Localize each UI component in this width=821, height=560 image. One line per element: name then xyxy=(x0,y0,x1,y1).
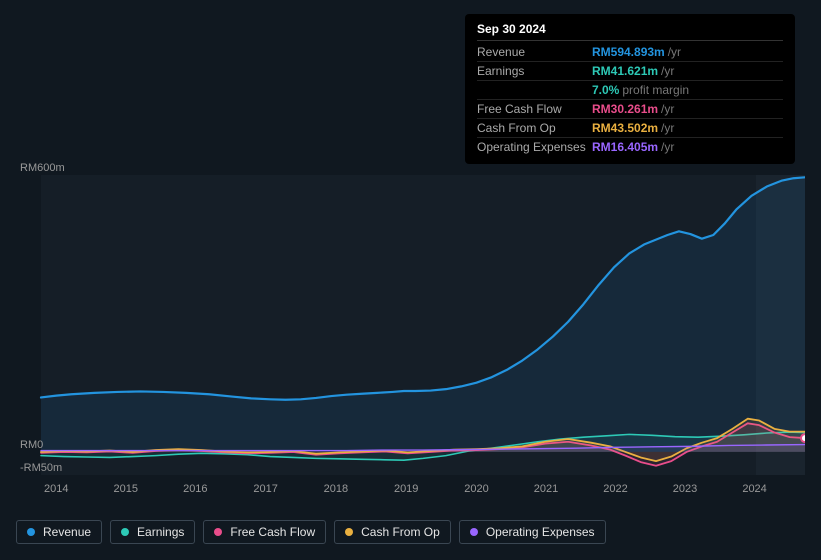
tooltip-row: 7.0%profit margin xyxy=(477,81,783,100)
legend-dot xyxy=(470,528,478,536)
legend: Revenue Earnings Free Cash Flow Cash From O… xyxy=(16,520,606,544)
legend-label: Cash From Op xyxy=(361,525,440,539)
tooltip-row-suffix: profit margin xyxy=(622,83,689,97)
tooltip-date: Sep 30 2024 xyxy=(477,22,783,41)
legend-label: Revenue xyxy=(43,525,91,539)
tooltip-row-value: RM41.621m xyxy=(592,64,658,78)
tooltip-row-label: Earnings xyxy=(477,64,592,78)
tooltip-row-label: Operating Expenses xyxy=(477,140,592,154)
legend-dot xyxy=(214,528,222,536)
tooltip-row: Operating ExpensesRM16.405m/yr xyxy=(477,138,783,156)
tooltip-row-suffix: /yr xyxy=(661,121,674,135)
x-axis-tick: 2021 xyxy=(534,483,558,495)
financials-chart[interactable] xyxy=(16,155,805,505)
x-axis-tick: 2016 xyxy=(183,483,207,495)
tooltip-row: Cash From OpRM43.502m/yr xyxy=(477,119,783,138)
x-axis-tick: 2017 xyxy=(253,483,277,495)
x-axis-tick: 2020 xyxy=(464,483,488,495)
tooltip-row-label: Cash From Op xyxy=(477,121,592,135)
x-axis-tick: 2024 xyxy=(742,483,766,495)
x-axis-tick: 2022 xyxy=(603,483,627,495)
tooltip-row-label xyxy=(477,83,592,97)
tooltip-row-label: Free Cash Flow xyxy=(477,102,592,116)
tooltip-row-suffix: /yr xyxy=(661,102,674,116)
tooltip-row-value: RM594.893m xyxy=(592,45,665,59)
legend-item-fcf[interactable]: Free Cash Flow xyxy=(203,520,326,544)
tooltip-row: EarningsRM41.621m/yr xyxy=(477,62,783,81)
tooltip-row: Free Cash FlowRM30.261m/yr xyxy=(477,100,783,119)
y-axis-label: RM600m xyxy=(20,162,65,174)
legend-dot xyxy=(27,528,35,536)
tooltip-row-suffix: /yr xyxy=(661,64,674,78)
legend-label: Free Cash Flow xyxy=(230,525,315,539)
tooltip-row-label: Revenue xyxy=(477,45,592,59)
x-axis-tick: 2019 xyxy=(394,483,418,495)
tooltip-row-value: RM43.502m xyxy=(592,121,658,135)
tooltip-row-value: RM30.261m xyxy=(592,102,658,116)
summary-tooltip: Sep 30 2024 RevenueRM594.893m/yrEarnings… xyxy=(465,14,795,164)
x-axis-tick: 2015 xyxy=(114,483,138,495)
x-axis-tick: 2014 xyxy=(44,483,68,495)
y-axis-label: -RM50m xyxy=(20,462,62,474)
legend-item-revenue[interactable]: Revenue xyxy=(16,520,102,544)
tooltip-row-suffix: /yr xyxy=(668,45,681,59)
tooltip-row-value: RM16.405m xyxy=(592,140,658,154)
legend-dot xyxy=(121,528,129,536)
legend-dot xyxy=(345,528,353,536)
y-axis-label: RM0 xyxy=(20,439,43,451)
tooltip-row: RevenueRM594.893m/yr xyxy=(477,43,783,62)
legend-item-cfo[interactable]: Cash From Op xyxy=(334,520,451,544)
tooltip-row-suffix: /yr xyxy=(661,140,674,154)
legend-item-opex[interactable]: Operating Expenses xyxy=(459,520,606,544)
tooltip-row-value: 7.0% xyxy=(592,83,619,97)
legend-item-earnings[interactable]: Earnings xyxy=(110,520,195,544)
x-axis-tick: 2018 xyxy=(324,483,348,495)
x-axis-tick: 2023 xyxy=(673,483,697,495)
legend-label: Operating Expenses xyxy=(486,525,595,539)
legend-label: Earnings xyxy=(137,525,184,539)
